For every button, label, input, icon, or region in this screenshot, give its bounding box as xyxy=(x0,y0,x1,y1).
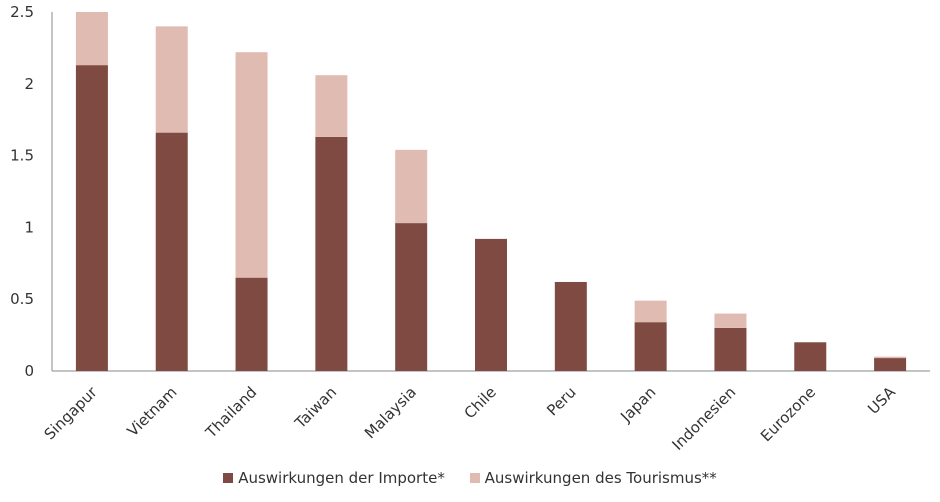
bar-tourism xyxy=(155,26,188,133)
y-tick-label: 0 xyxy=(24,362,34,380)
y-tick-label: 1.5 xyxy=(10,147,34,165)
bar-tourism xyxy=(75,12,108,66)
bar-imports xyxy=(874,358,907,371)
y-tick-label: 1 xyxy=(24,218,34,236)
y-tick-label: 2 xyxy=(24,75,34,93)
stacked-bar-chart: 0 0.5 1 1.5 2 2.5 Singapur Vietnam Thailand Taiwa… xyxy=(10,3,930,454)
legend-item-imports: Auswirkungen der Importe* xyxy=(223,469,445,487)
bar-imports xyxy=(235,277,268,371)
bar-imports xyxy=(155,132,188,371)
bar-imports xyxy=(554,281,587,371)
bar-imports xyxy=(75,65,108,371)
bar-imports xyxy=(794,342,827,371)
x-tick-label: USA xyxy=(864,383,899,418)
x-tick-label: Japan xyxy=(616,383,659,426)
bar-imports xyxy=(634,322,667,371)
bar-tourism xyxy=(714,313,747,328)
legend-label: Auswirkungen der Importe* xyxy=(238,469,445,487)
y-tick-label: 0.5 xyxy=(10,290,34,308)
y-tick-label: 2.5 xyxy=(10,3,34,21)
bar-tourism xyxy=(315,75,348,137)
bar-imports xyxy=(315,136,348,371)
legend-swatch xyxy=(223,473,234,483)
legend-item-tourism: Auswirkungen des Tourismus** xyxy=(469,469,717,487)
bar-imports xyxy=(714,327,747,371)
bar-tourism xyxy=(874,356,907,359)
bar-imports xyxy=(395,223,428,371)
x-tick-label: Chile xyxy=(461,383,500,422)
legend: Auswirkungen der Importe* Auswirkungen d… xyxy=(0,469,940,487)
bar-tourism xyxy=(634,300,667,323)
x-tick-label: Indonesien xyxy=(669,383,740,454)
x-tick-label: Eurozone xyxy=(757,383,819,445)
x-tick-label: Vietnam xyxy=(124,383,181,440)
x-tick-label: Singapur xyxy=(41,383,102,444)
x-tick-label: Taiwan xyxy=(291,383,341,433)
bar-tourism xyxy=(235,52,268,278)
x-tick-label: Thailand xyxy=(201,383,260,442)
bar-imports xyxy=(475,238,507,371)
bar-tourism xyxy=(395,149,428,224)
legend-label: Auswirkungen des Tourismus** xyxy=(484,469,717,487)
x-tick-label: Peru xyxy=(543,383,579,419)
legend-swatch xyxy=(469,473,480,483)
x-tick-label: Malaysia xyxy=(361,383,420,442)
